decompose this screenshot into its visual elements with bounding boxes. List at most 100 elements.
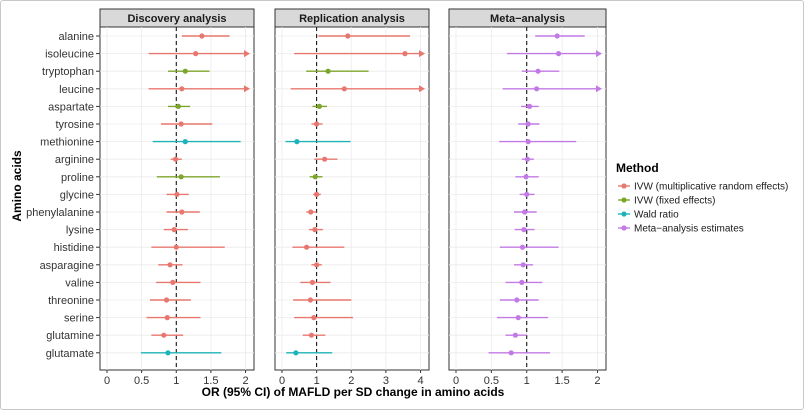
point-estimate-leucine: [534, 86, 540, 92]
point-estimate-lysine: [171, 227, 177, 233]
y-tick-label-histidine: histidine: [54, 242, 94, 254]
ci-arrow-isoleucine: [244, 50, 250, 58]
x-tick-label: 0.5: [134, 375, 149, 387]
legend-item-label: Wald ratio: [634, 210, 679, 221]
panel-3: Meta−analysis 0 0.5 1 1.5 2: [448, 8, 607, 387]
point-estimate-methionine: [182, 139, 188, 145]
point-estimate-glutamine: [308, 332, 315, 338]
point-estimate-aspartate: [526, 103, 533, 109]
y-tick-label-methionine: methionine: [40, 137, 94, 149]
point-estimate-alanine: [554, 33, 560, 39]
point-estimate-isoleucine: [555, 51, 562, 57]
point-estimate-serine: [164, 315, 170, 321]
panel-plot-area: [99, 26, 255, 371]
point-estimate-arginine: [524, 156, 531, 162]
y-axis-labels: alanine isoleucine tryptophan leucine aspart…: [26, 31, 100, 360]
point-estimate-asparagine: [520, 262, 526, 268]
point-estimate-glutamine: [161, 332, 167, 338]
panel-plot-area: [448, 26, 607, 371]
point-estimate-isoleucine: [193, 51, 199, 57]
point-estimate-tryptophan: [535, 68, 541, 74]
point-estimate-lysine: [521, 227, 527, 233]
y-tick-label-glycine: glycine: [60, 189, 94, 201]
panel-title: Meta−analysis: [490, 13, 565, 25]
point-estimate-aspartate: [175, 103, 181, 109]
legend-item-label: IVW (multiplicative random effects): [634, 182, 788, 193]
point-estimate-glutamine: [512, 332, 519, 338]
point-estimate-glutamate: [165, 350, 171, 356]
point-estimate-arginine: [172, 156, 179, 162]
point-estimate-asparagine: [314, 262, 320, 268]
legend-key-dot: [621, 211, 627, 217]
point-estimate-asparagine: [167, 262, 173, 268]
point-estimate-alanine: [345, 33, 351, 39]
point-estimate-isoleucine: [402, 51, 408, 57]
ci-arrow-leucine: [596, 85, 602, 93]
point-estimate-proline: [312, 174, 318, 180]
legend: Method IVW (multiplicative random effects…: [616, 161, 788, 235]
legend-item-label: IVW (fixed effects): [634, 196, 716, 207]
y-tick-label-asparagine: asparagine: [40, 260, 94, 272]
x-tick-label: 1.5: [203, 375, 218, 387]
x-tick-label: 4: [417, 375, 423, 387]
point-estimate-threonine: [163, 297, 170, 303]
legend-key-dot: [621, 197, 627, 203]
point-estimate-methionine: [294, 139, 300, 145]
legend-title: Method: [616, 161, 659, 175]
point-estimate-serine: [311, 315, 317, 321]
point-estimate-phenylalanine: [179, 209, 185, 215]
point-estimate-glutamate: [293, 350, 299, 356]
panel-2: Replication analysis 0 1 2 3 4: [274, 8, 430, 387]
y-tick-label-tryptophan: tryptophan: [42, 66, 94, 78]
x-tick-label: 1: [173, 375, 179, 387]
point-estimate-alanine: [199, 33, 205, 39]
point-estimate-histidine: [519, 244, 526, 250]
legend-item-label: Meta−analysis estimates: [634, 224, 744, 235]
y-tick-label-lysine: lysine: [66, 225, 94, 237]
point-estimate-valine: [309, 279, 316, 285]
point-estimate-leucine: [341, 86, 347, 92]
point-estimate-valine: [519, 279, 525, 285]
point-estimate-tyrosine: [178, 121, 184, 127]
point-estimate-proline: [178, 174, 184, 180]
y-tick-label-serine: serine: [64, 313, 94, 325]
ci-arrow-leucine: [244, 85, 250, 93]
point-estimate-valine: [170, 279, 176, 285]
y-tick-label-isoleucine: isoleucine: [45, 49, 94, 61]
point-estimate-phenylalanine: [308, 209, 314, 215]
panel-1: Discovery analysis 0 0.5 1 1.5 2: [99, 8, 255, 387]
y-tick-label-valine: valine: [65, 277, 94, 289]
point-estimate-phenylalanine: [522, 209, 528, 215]
y-tick-label-threonine: threonine: [48, 295, 94, 307]
point-estimate-glycine: [174, 191, 180, 197]
x-tick-label: 2: [242, 375, 248, 387]
y-axis-title: Amino acids: [10, 150, 24, 222]
x-tick-label: 1: [314, 375, 320, 387]
x-tick-label: 0: [104, 375, 110, 387]
ci-arrow-leucine: [419, 85, 425, 93]
point-estimate-serine: [515, 315, 521, 321]
point-estimate-threonine: [307, 297, 313, 303]
panel-title: Replication analysis: [299, 13, 405, 25]
ci-arrow-isoleucine: [596, 50, 602, 58]
point-estimate-tyrosine: [314, 121, 320, 127]
point-estimate-glutamate: [508, 350, 514, 356]
x-tick-label: 1.5: [554, 375, 569, 387]
legend-key-dot: [621, 225, 627, 231]
point-estimate-methionine: [525, 139, 531, 145]
x-tick-label: 2: [594, 375, 600, 387]
x-tick-label: 0.5: [484, 375, 499, 387]
point-estimate-glycine: [524, 191, 530, 197]
point-estimate-aspartate: [316, 103, 323, 109]
y-tick-label-glutamine: glutamine: [46, 330, 94, 342]
point-estimate-arginine: [322, 156, 328, 162]
x-tick-label: 3: [383, 375, 389, 387]
y-tick-label-aspartate: aspartate: [48, 101, 94, 113]
point-estimate-glycine: [314, 191, 320, 197]
point-estimate-tyrosine: [525, 121, 531, 127]
point-estimate-leucine: [179, 86, 185, 92]
panel-plot-area: [274, 26, 430, 371]
point-estimate-threonine: [514, 297, 520, 303]
